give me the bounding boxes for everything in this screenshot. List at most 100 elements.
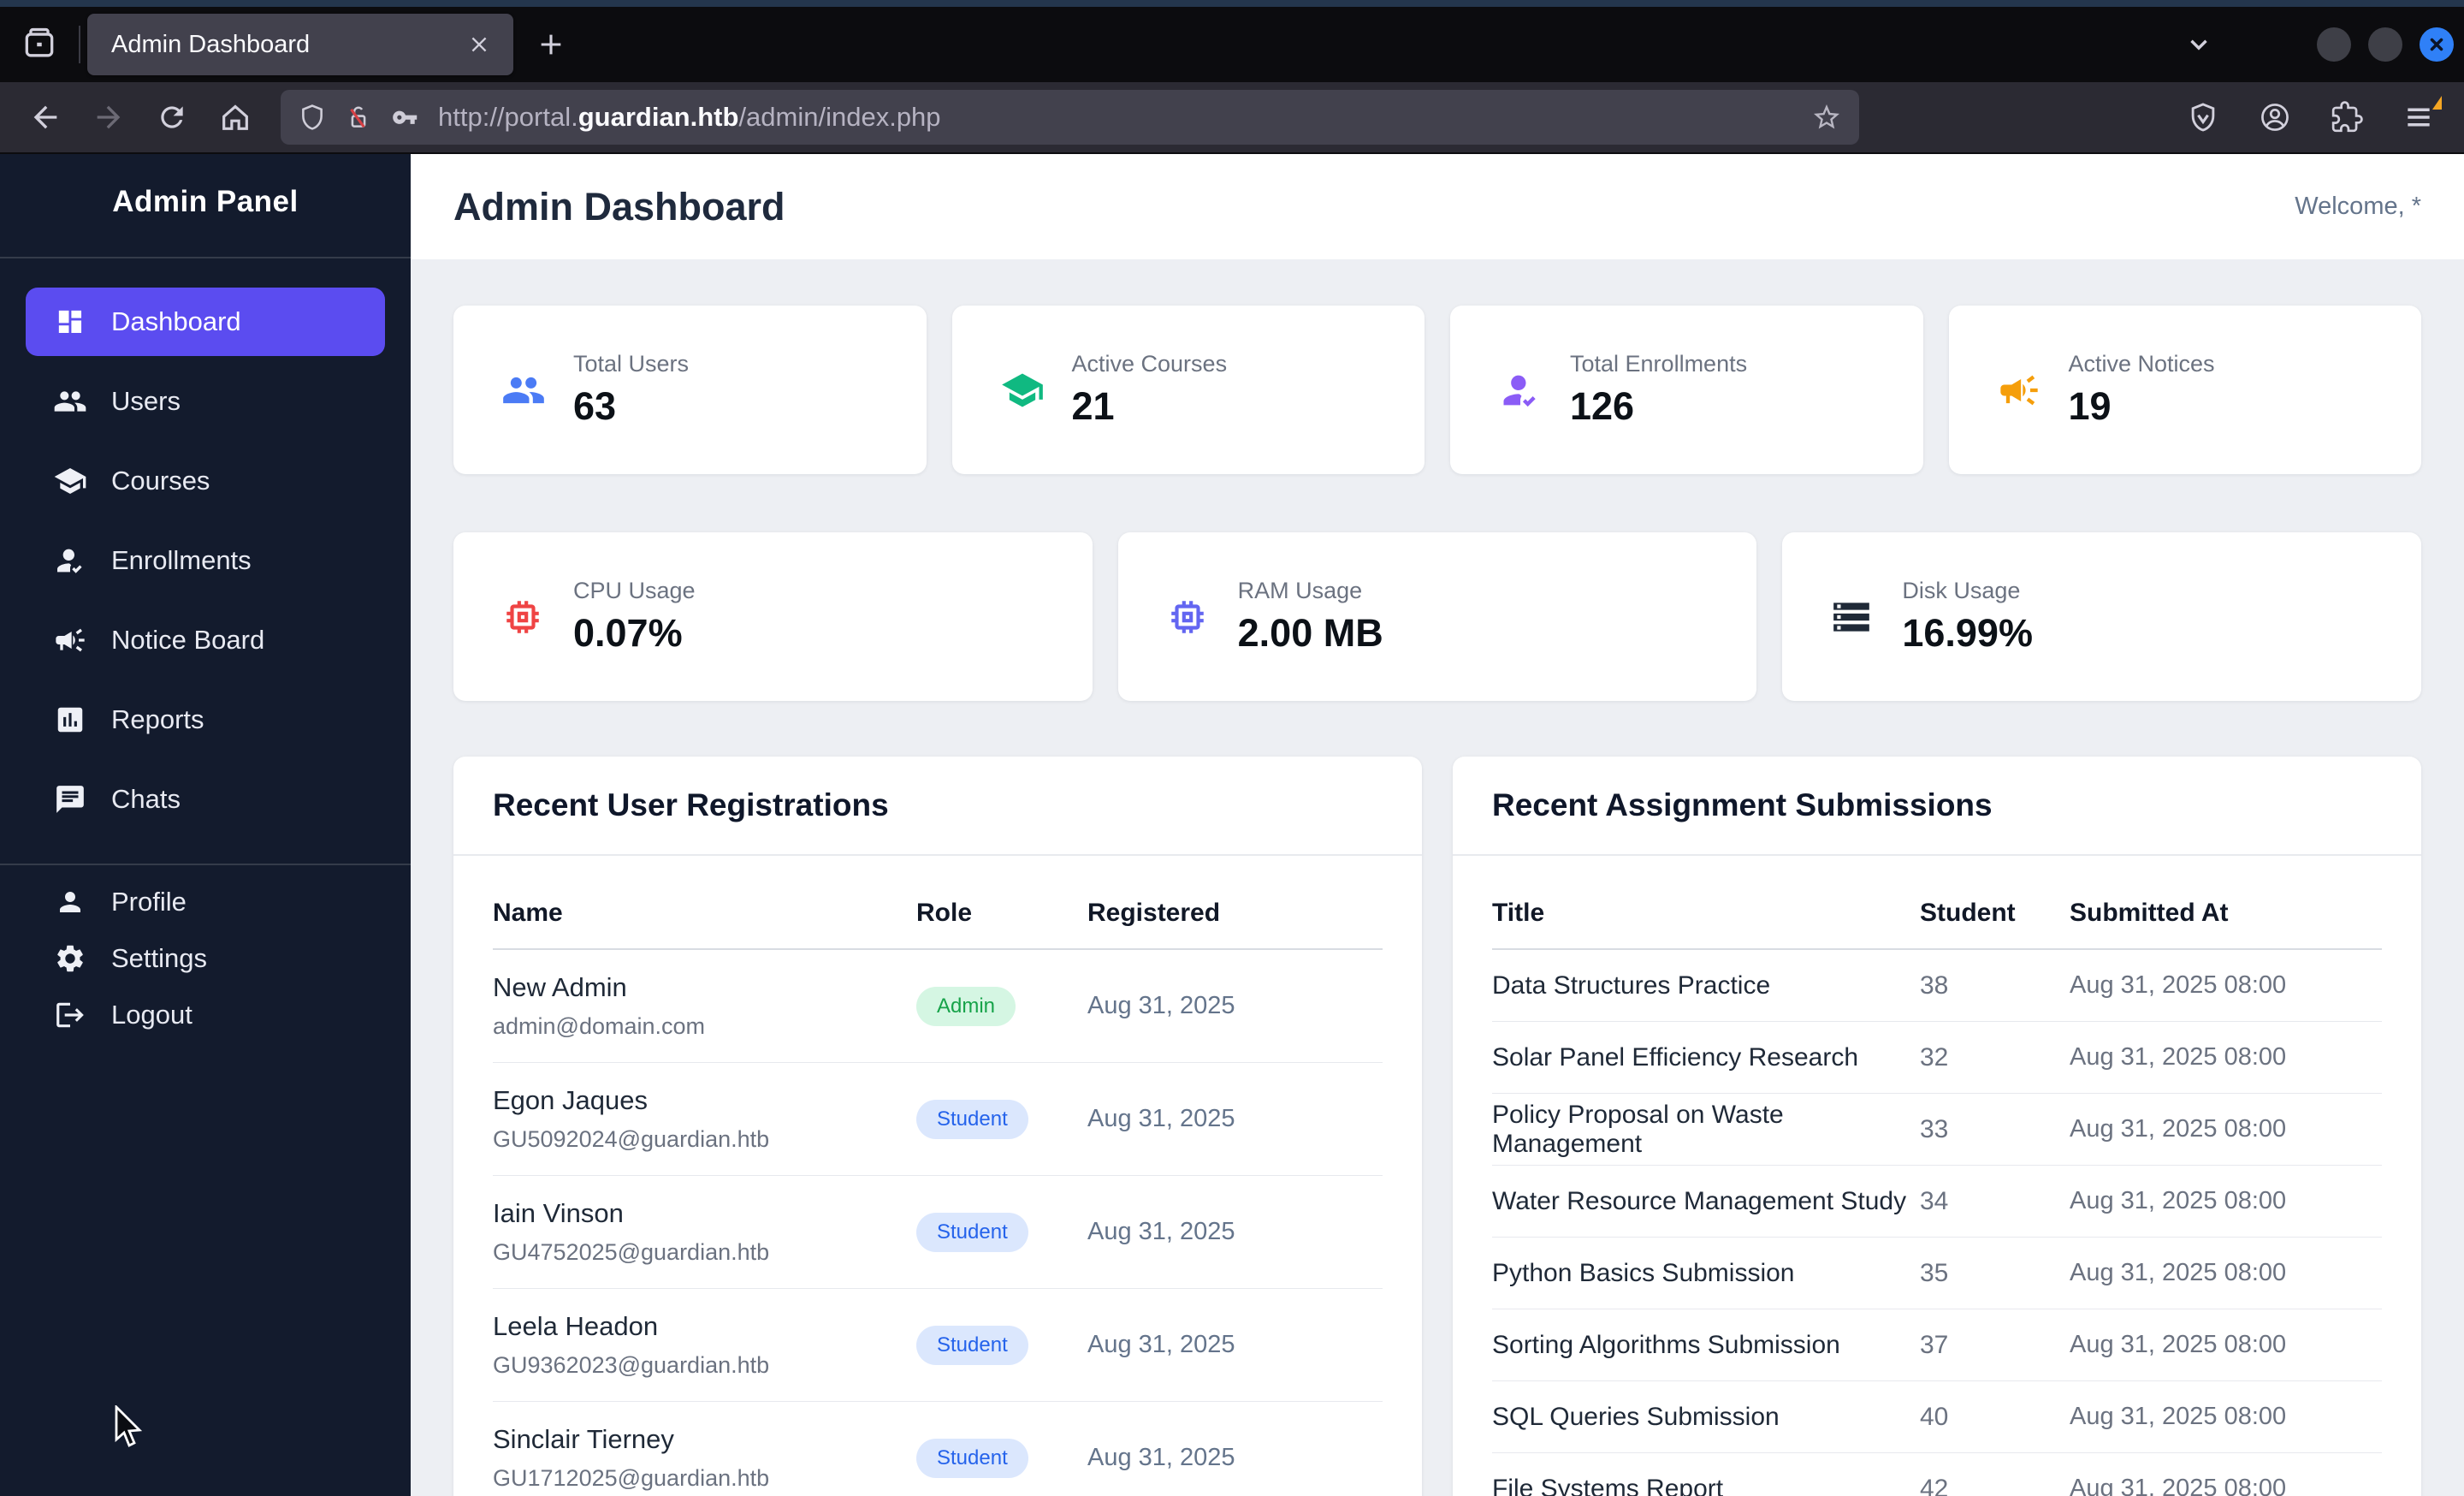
submission-date: Aug 31, 2025 08:00 — [2070, 1403, 2287, 1430]
sidebar-divider-2 — [0, 864, 411, 865]
page-title: Admin Dashboard — [453, 184, 785, 229]
submission-title: Solar Panel Efficiency Research — [1492, 1042, 1858, 1072]
bar-chart-icon — [51, 703, 89, 736]
registered-date: Aug 31, 2025 — [1087, 1331, 1235, 1358]
sidebar-item-reports[interactable]: Reports — [26, 686, 385, 754]
stat-card-disk-usage: Disk Usage 16.99% — [1782, 532, 2421, 701]
protections-dashboard-button[interactable] — [2177, 91, 2230, 144]
column-header-registered: Registered — [1087, 899, 1221, 927]
stats-row-1: Total Users 63 Active Courses 21 — [453, 306, 2421, 474]
close-icon — [2430, 38, 2443, 51]
firefox-view-button[interactable] — [12, 17, 67, 72]
table-row: Iain Vinson GU4752025@guardian.htb Studen… — [493, 1176, 1383, 1289]
main-content: Admin Dashboard Welcome, * Total Users 6… — [411, 154, 2464, 1496]
stat-value: 126 — [1570, 384, 1635, 428]
sidebar-item-label: Users — [111, 386, 181, 416]
submission-student: 38 — [1920, 971, 1949, 1000]
back-button[interactable] — [19, 91, 72, 144]
group-icon — [501, 368, 546, 413]
submission-student: 37 — [1920, 1330, 1949, 1359]
person-check-icon — [51, 543, 89, 578]
key-icon[interactable] — [390, 103, 419, 132]
sidebar-footer-nav: Profile Settings Logout — [0, 876, 411, 1045]
disk-stack-icon — [1830, 596, 1875, 638]
tab-title: Admin Dashboard — [111, 30, 311, 58]
chat-bubble-icon — [51, 783, 89, 816]
browser-toolbar: http://portal.guardian.htb/admin/index.p… — [0, 82, 2464, 154]
window-close-button[interactable] — [2420, 27, 2454, 62]
table-row: SQL Queries Submission 40 Aug 31, 2025 0… — [1492, 1381, 2382, 1453]
tab-list-chevron-icon[interactable] — [2175, 21, 2223, 68]
registrations-title: Recent User Registrations — [493, 787, 889, 822]
stat-value: 0.07% — [573, 611, 683, 655]
role-badge: Admin — [916, 986, 1016, 1026]
stat-label: Total Enrollments — [1570, 351, 1748, 377]
stat-card-cpu-usage: CPU Usage 0.07% — [453, 532, 1093, 701]
user-email: GU5092024@guardian.htb — [493, 1126, 770, 1152]
table-row: Egon Jaques GU5092024@guardian.htb Studen… — [493, 1063, 1383, 1176]
table-row: File Systems Report 42 Aug 31, 2025 08:0… — [1492, 1453, 2382, 1496]
sidebar-item-notice-board[interactable]: Notice Board — [26, 606, 385, 674]
user-name: Egon Jaques — [493, 1085, 648, 1115]
table-row: Solar Panel Efficiency Research 32 Aug 3… — [1492, 1022, 2382, 1094]
submissions-title: Recent Assignment Submissions — [1492, 787, 1993, 822]
submission-title: Data Structures Practice — [1492, 971, 1771, 1000]
sidebar-item-label: Chats — [111, 784, 181, 814]
reload-button[interactable] — [145, 91, 198, 144]
sidebar: Admin Panel Dashboard Users Courses En — [0, 154, 411, 1496]
sidebar-item-enrollments[interactable]: Enrollments — [26, 526, 385, 595]
dashboard-content: Total Users 63 Active Courses 21 — [411, 259, 2464, 1496]
new-tab-button[interactable] — [525, 19, 577, 70]
sidebar-item-logout[interactable]: Logout — [26, 988, 385, 1042]
role-badge: Student — [916, 1212, 1028, 1252]
bookmark-star-icon[interactable] — [1811, 102, 1842, 133]
forward-arrow-icon — [97, 105, 121, 129]
tab-close-icon[interactable] — [460, 26, 498, 63]
sidebar-item-users[interactable]: Users — [26, 367, 385, 436]
user-email: GU4752025@guardian.htb — [493, 1239, 770, 1265]
sidebar-item-courses[interactable]: Courses — [26, 447, 385, 515]
submission-title: Python Basics Submission — [1492, 1258, 1795, 1287]
submission-title: Policy Proposal on Waste Management — [1492, 1100, 1784, 1158]
browser-tab[interactable]: Admin Dashboard — [87, 14, 513, 75]
stat-label: RAM Usage — [1237, 578, 1363, 603]
shield-icon[interactable] — [298, 103, 327, 132]
stat-value: 16.99% — [1902, 611, 2033, 655]
submission-student: 42 — [1920, 1474, 1949, 1496]
sidebar-item-profile[interactable]: Profile — [26, 876, 385, 929]
extensions-button[interactable] — [2320, 91, 2373, 144]
user-name: Iain Vinson — [493, 1198, 624, 1228]
stat-label: Active Courses — [1071, 351, 1228, 377]
table-row: Leela Headon GU9362023@guardian.htb Stude… — [493, 1289, 1383, 1402]
sidebar-item-label: Settings — [111, 943, 208, 973]
menu-button[interactable] — [2392, 91, 2445, 144]
shield-check-icon — [2191, 103, 2215, 132]
url-bar[interactable]: http://portal.guardian.htb/admin/index.p… — [281, 90, 1859, 145]
registrations-table-header: Name Role Registered — [493, 856, 1383, 950]
insecure-lock-icon[interactable] — [344, 103, 373, 132]
submission-student: 40 — [1920, 1402, 1949, 1431]
sidebar-item-chats[interactable]: Chats — [26, 765, 385, 834]
stats-row-2: CPU Usage 0.07% RAM Usage 2.00 MB — [453, 532, 2421, 701]
plus-icon — [541, 34, 561, 55]
sidebar-divider — [0, 257, 411, 258]
url-text: http://portal.guardian.htb/admin/index.p… — [438, 102, 941, 132]
table-row: Sorting Algorithms Submission 37 Aug 31,… — [1492, 1309, 2382, 1381]
window-minimize-button[interactable] — [2317, 27, 2351, 62]
forward-button[interactable] — [82, 91, 135, 144]
home-button[interactable] — [209, 91, 262, 144]
window-maximize-button[interactable] — [2368, 27, 2402, 62]
stat-label: Active Notices — [2068, 351, 2215, 377]
sidebar-item-label: Enrollments — [111, 545, 252, 575]
account-icon — [2261, 104, 2289, 131]
sidebar-item-dashboard[interactable]: Dashboard — [26, 288, 385, 356]
sidebar-item-label: Notice Board — [111, 625, 265, 655]
sidebar-item-settings[interactable]: Settings — [26, 932, 385, 985]
account-button[interactable] — [2248, 91, 2301, 144]
person-icon — [51, 887, 89, 917]
table-row: Python Basics Submission 35 Aug 31, 2025… — [1492, 1238, 2382, 1309]
stat-card-active-courses: Active Courses 21 — [951, 306, 1424, 474]
dashboard-grid-icon — [51, 306, 89, 338]
submission-date: Aug 31, 2025 08:00 — [2070, 1259, 2287, 1286]
firefox-view-icon — [25, 27, 54, 57]
